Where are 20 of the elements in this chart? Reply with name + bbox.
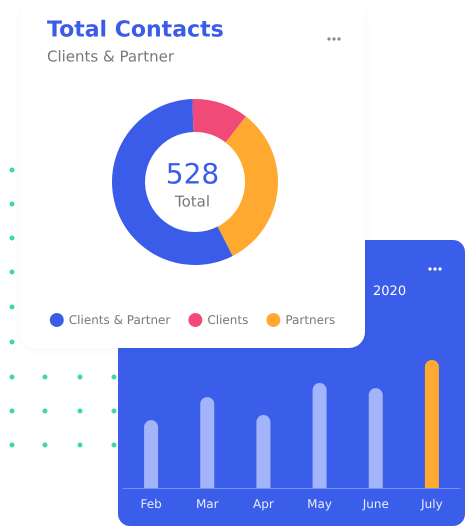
text: Total [174, 192, 210, 210]
bar [312, 383, 327, 488]
text: 528 [166, 158, 220, 190]
bar [256, 415, 270, 488]
bar [200, 397, 214, 488]
chart-subtitle: Clients & Partner [47, 48, 175, 66]
chart-title: 2020 [373, 284, 406, 299]
legend-label: Partners [285, 313, 336, 327]
x-tick-label: July [420, 497, 443, 511]
bar [368, 388, 383, 488]
x-tick-label: June [362, 497, 389, 511]
legend-label: Clients [207, 313, 248, 327]
chart-title: Total Contacts [47, 18, 224, 42]
legend-label: Clients & Partner [68, 313, 170, 327]
bar [144, 420, 158, 488]
x-tick-label: Feb [140, 497, 162, 511]
x-tick-label: Apr [253, 497, 274, 511]
bar [424, 360, 439, 488]
x-tick-label: May [307, 497, 332, 511]
x-tick-label: Mar [196, 497, 219, 511]
